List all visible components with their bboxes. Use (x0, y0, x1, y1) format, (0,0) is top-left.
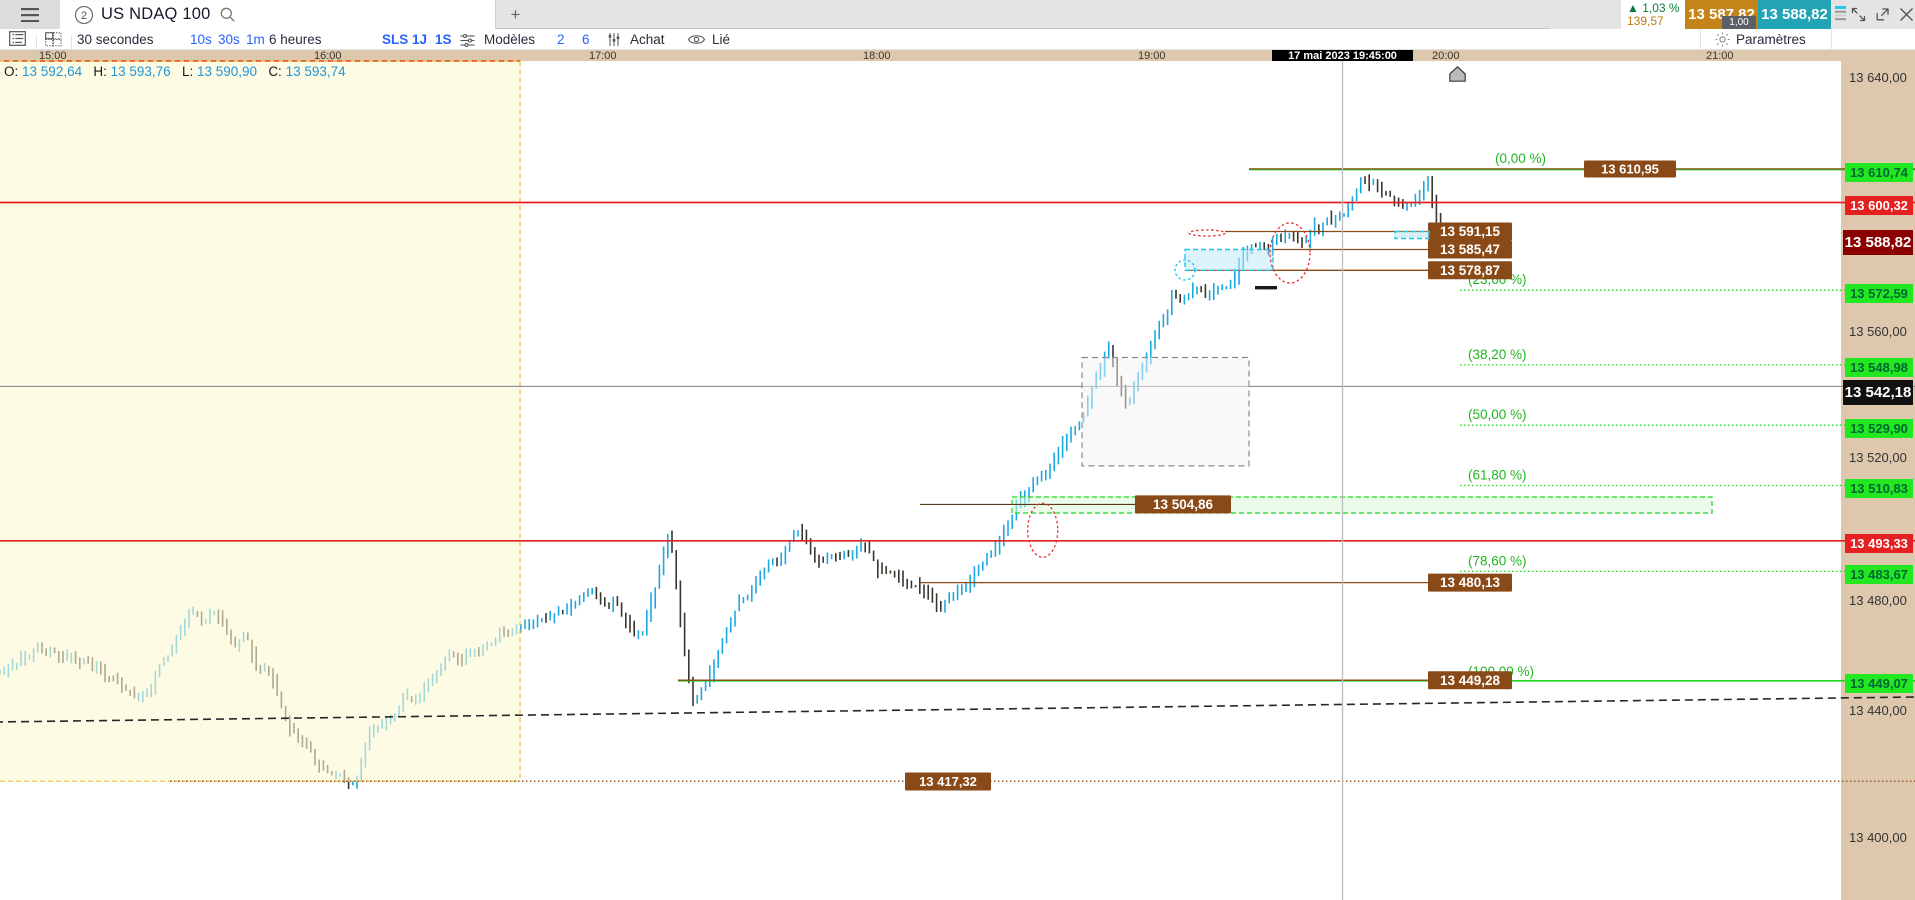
svg-text:2: 2 (81, 10, 87, 22)
